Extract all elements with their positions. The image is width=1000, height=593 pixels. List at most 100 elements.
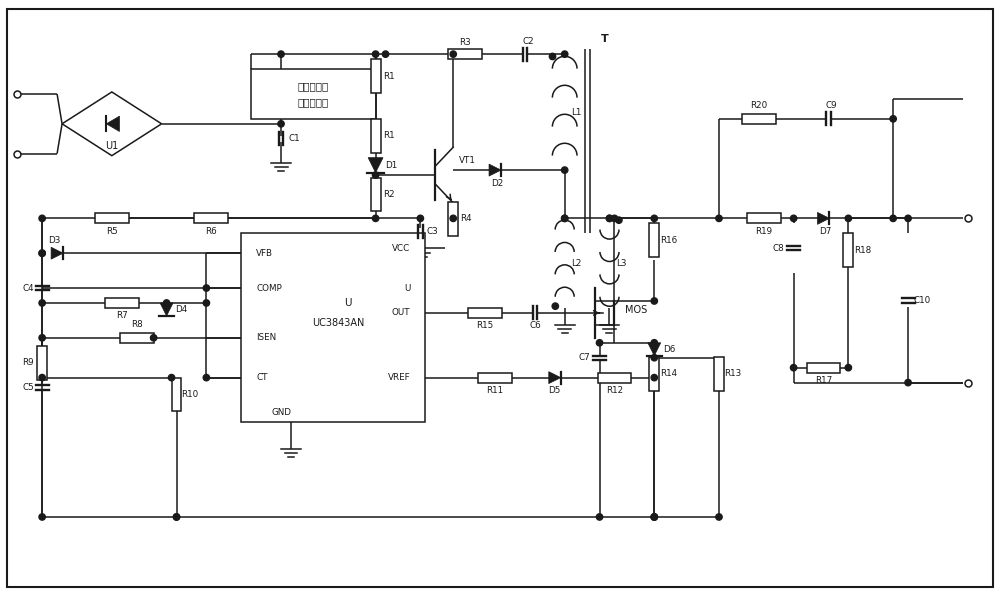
Bar bbox=[843, 233, 853, 267]
Polygon shape bbox=[818, 212, 829, 224]
Circle shape bbox=[651, 374, 657, 381]
Text: C1: C1 bbox=[288, 134, 300, 144]
Bar bbox=[371, 119, 381, 152]
Circle shape bbox=[651, 340, 657, 346]
Text: VT1: VT1 bbox=[459, 155, 476, 165]
Text: GND: GND bbox=[271, 408, 291, 417]
Bar bbox=[807, 363, 840, 372]
Bar bbox=[251, 69, 376, 119]
Circle shape bbox=[651, 514, 657, 520]
Circle shape bbox=[39, 250, 45, 256]
Circle shape bbox=[716, 215, 722, 222]
Circle shape bbox=[611, 215, 618, 222]
Text: R15: R15 bbox=[476, 321, 494, 330]
Text: D2: D2 bbox=[491, 178, 503, 187]
Text: 流放大电路: 流放大电路 bbox=[298, 97, 329, 107]
Circle shape bbox=[790, 215, 797, 222]
Bar bbox=[172, 378, 181, 412]
Text: R3: R3 bbox=[459, 38, 471, 47]
Circle shape bbox=[716, 514, 722, 520]
Text: L3: L3 bbox=[616, 259, 627, 267]
Text: R13: R13 bbox=[724, 369, 742, 378]
Circle shape bbox=[549, 53, 556, 60]
Text: R14: R14 bbox=[660, 369, 677, 378]
Text: R8: R8 bbox=[131, 320, 143, 329]
Circle shape bbox=[562, 167, 568, 173]
Text: COMP: COMP bbox=[256, 283, 282, 292]
Bar bbox=[448, 202, 458, 236]
Text: C7: C7 bbox=[579, 353, 590, 362]
Circle shape bbox=[39, 334, 45, 341]
Circle shape bbox=[790, 365, 797, 371]
Text: R5: R5 bbox=[106, 227, 118, 236]
Circle shape bbox=[606, 215, 613, 222]
Circle shape bbox=[39, 215, 45, 222]
Text: 离散自举电: 离散自举电 bbox=[298, 81, 329, 91]
Text: D4: D4 bbox=[175, 305, 188, 314]
Text: ISEN: ISEN bbox=[256, 333, 276, 342]
Circle shape bbox=[278, 51, 284, 58]
Text: CT: CT bbox=[256, 373, 268, 382]
Circle shape bbox=[596, 340, 603, 346]
Text: T: T bbox=[601, 34, 608, 44]
Text: R17: R17 bbox=[815, 376, 832, 385]
Bar bbox=[37, 346, 47, 380]
Text: D6: D6 bbox=[663, 345, 675, 354]
Circle shape bbox=[203, 374, 210, 381]
Polygon shape bbox=[489, 164, 501, 176]
Circle shape bbox=[173, 514, 180, 520]
Bar bbox=[714, 357, 724, 391]
Circle shape bbox=[39, 300, 45, 306]
Circle shape bbox=[562, 215, 568, 222]
Circle shape bbox=[562, 215, 568, 222]
Bar bbox=[448, 49, 482, 59]
Circle shape bbox=[616, 217, 622, 224]
Circle shape bbox=[651, 514, 657, 520]
Circle shape bbox=[203, 300, 210, 306]
Circle shape bbox=[382, 51, 389, 58]
Text: R16: R16 bbox=[660, 236, 677, 245]
Circle shape bbox=[890, 215, 896, 222]
Circle shape bbox=[163, 300, 170, 306]
Circle shape bbox=[562, 51, 568, 58]
Bar bbox=[241, 233, 425, 422]
Circle shape bbox=[606, 215, 613, 222]
Text: R20: R20 bbox=[750, 101, 767, 110]
Text: MOS: MOS bbox=[625, 305, 647, 315]
Circle shape bbox=[552, 303, 558, 310]
Bar bbox=[105, 298, 139, 308]
Text: R7: R7 bbox=[116, 311, 128, 320]
Circle shape bbox=[168, 374, 175, 381]
Text: U: U bbox=[404, 283, 410, 292]
Circle shape bbox=[39, 514, 45, 520]
Text: R4: R4 bbox=[460, 214, 472, 224]
Circle shape bbox=[150, 334, 157, 341]
Bar bbox=[649, 224, 659, 257]
Circle shape bbox=[651, 215, 657, 222]
Text: L1: L1 bbox=[571, 107, 582, 117]
Polygon shape bbox=[648, 343, 661, 356]
Polygon shape bbox=[160, 303, 173, 316]
Text: D1: D1 bbox=[385, 161, 398, 170]
Circle shape bbox=[450, 51, 456, 58]
Bar bbox=[742, 114, 776, 124]
Text: C6: C6 bbox=[529, 321, 541, 330]
Polygon shape bbox=[51, 247, 63, 259]
Circle shape bbox=[173, 514, 180, 520]
Text: R12: R12 bbox=[606, 386, 623, 395]
Circle shape bbox=[596, 514, 603, 520]
Bar bbox=[598, 372, 631, 382]
Text: L2: L2 bbox=[571, 259, 582, 267]
Circle shape bbox=[372, 172, 379, 178]
Text: UC3843AN: UC3843AN bbox=[312, 318, 364, 328]
Text: R11: R11 bbox=[486, 386, 504, 395]
Bar bbox=[371, 177, 381, 211]
Text: OUT: OUT bbox=[392, 308, 410, 317]
Polygon shape bbox=[549, 372, 561, 384]
Text: D5: D5 bbox=[549, 386, 561, 395]
Text: R10: R10 bbox=[181, 390, 198, 399]
Circle shape bbox=[450, 215, 456, 222]
Circle shape bbox=[651, 514, 657, 520]
Text: C10: C10 bbox=[913, 296, 931, 305]
Bar bbox=[371, 59, 381, 93]
